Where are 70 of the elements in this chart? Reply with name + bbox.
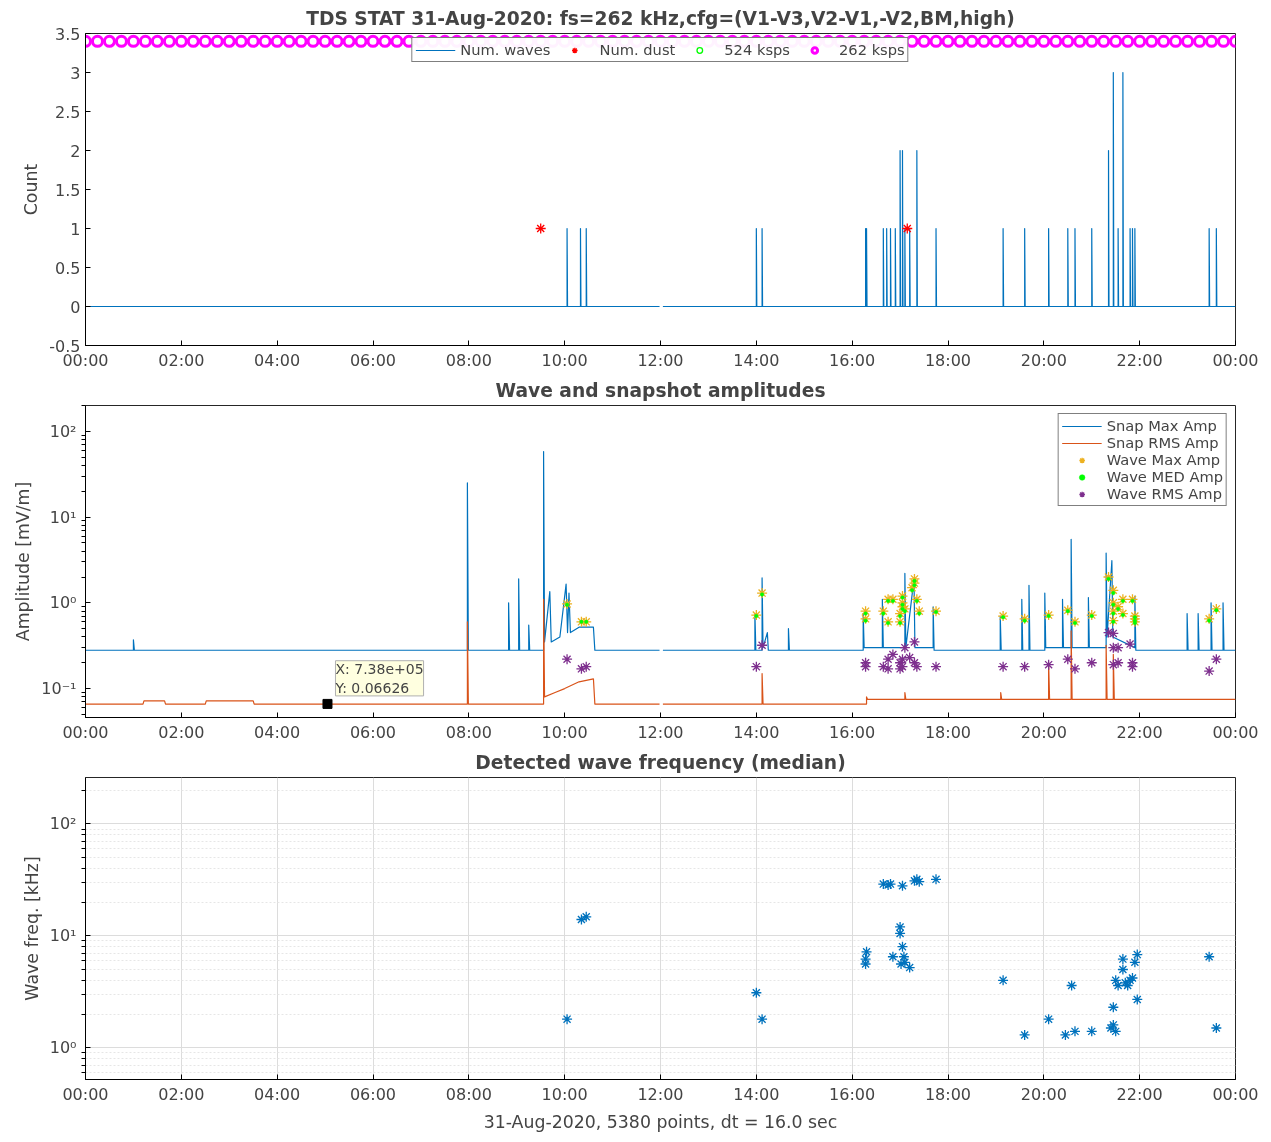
- x-tick-label: 16:00: [829, 350, 876, 370]
- x-tick-label: 10:00: [541, 1084, 588, 1104]
- x-tick-label: 14:00: [733, 722, 780, 742]
- x-tick-label: 22:00: [1116, 722, 1163, 742]
- x-tick-label: 08:00: [445, 1084, 492, 1104]
- x-tick-label: 00:00: [1212, 722, 1259, 742]
- y-tick-label: 10⁻¹: [41, 679, 77, 699]
- x-tick-label: 14:00: [733, 350, 780, 370]
- x-tick-label: 00:00: [62, 722, 109, 742]
- x-tick-label: 22:00: [1116, 350, 1163, 370]
- y-tick-label: 2: [70, 141, 81, 161]
- x-tick-label: 00:00: [1212, 1084, 1259, 1104]
- x-tick-label: 02:00: [158, 722, 205, 742]
- x-tick-label: 04:00: [254, 722, 301, 742]
- x-tick-label: 14:00: [733, 1084, 780, 1104]
- x-tick-label: 04:00: [254, 1084, 301, 1104]
- y-tick-label: 10¹: [49, 926, 77, 946]
- x-tick-label: 20:00: [1020, 722, 1067, 742]
- chart-title: Wave and snapshot amplitudes: [495, 379, 826, 401]
- x-tick-label: 12:00: [637, 722, 684, 742]
- x-tick-label: 08:00: [445, 722, 492, 742]
- y-tick-label: 1: [70, 219, 81, 239]
- x-tick-label: 18:00: [924, 722, 972, 742]
- x-tick-label: 06:00: [349, 722, 397, 742]
- x-tick-label: 06:00: [349, 350, 397, 370]
- legend-label: Num. waves: [460, 41, 551, 58]
- x-tick-label: 04:00: [254, 350, 301, 370]
- x-tick-label: 08:00: [445, 350, 492, 370]
- x-tick-label: 18:00: [924, 1084, 972, 1104]
- x-tick-label: 02:00: [158, 1084, 205, 1104]
- y-tick-label: 10²: [49, 814, 77, 834]
- legend-label: Num. dust: [599, 41, 676, 58]
- legend-label: Snap Max Amp: [1106, 417, 1217, 434]
- x-tick-label: 00:00: [1212, 350, 1259, 370]
- x-tick-label: 02:00: [158, 350, 205, 370]
- legend-label: Wave MED Amp: [1106, 468, 1223, 485]
- x-tick-label: 18:00: [924, 350, 972, 370]
- x-tick-label: 10:00: [541, 722, 588, 742]
- y-tick-label: 0.5: [55, 258, 81, 278]
- y-tick-label: 10⁰: [49, 593, 77, 613]
- x-tick-label: 20:00: [1020, 1084, 1067, 1104]
- y-tick-label: 10²: [49, 421, 77, 441]
- y-axis-title: Count: [21, 163, 42, 216]
- y-tick-label: 3.5: [55, 24, 81, 44]
- y-tick-label: 10⁰: [49, 1038, 77, 1058]
- x-tick-label: 00:00: [62, 1084, 109, 1104]
- x-tick-label: 20:00: [1020, 350, 1067, 370]
- chart-title: TDS STAT 31-Aug-2020: fs=262 kHz,cfg=(V1-V3,V2-V1,-V2,BM,high): [306, 7, 1015, 29]
- x-tick-label: 06:00: [349, 1084, 397, 1104]
- annotation: X: 7.38e+05 Y: 0.06626: [334, 660, 424, 696]
- x-tick-label: 22:00: [1116, 1084, 1163, 1104]
- x-tick-label: 12:00: [637, 350, 684, 370]
- y-tick-label: 10¹: [49, 507, 77, 527]
- y-tick-label: 1.5: [55, 180, 81, 200]
- x-tick-label: 16:00: [829, 722, 876, 742]
- y-axis-title: Amplitude [mV/m]: [13, 481, 34, 642]
- x-axis-title: 31-Aug-2020, 5380 points, dt = 16.0 sec: [483, 1111, 838, 1132]
- chart-title: Detected wave frequency (median): [475, 751, 846, 773]
- x-tick-label: 10:00: [541, 350, 588, 370]
- y-tick-label: 2.5: [55, 102, 81, 122]
- legend-label: Wave RMS Amp: [1106, 485, 1222, 502]
- x-tick-label: 12:00: [637, 1084, 684, 1104]
- legend-label: 262 ksps: [838, 41, 905, 58]
- y-tick-label: 0: [70, 297, 81, 317]
- legend-label: Snap RMS Amp: [1106, 434, 1219, 451]
- legend-label: Wave Max Amp: [1106, 451, 1221, 468]
- y-tick-label: 3: [70, 63, 81, 83]
- y-axis-title: Wave freq. [kHz]: [21, 856, 42, 1001]
- legend-label: 524 ksps: [724, 41, 790, 58]
- x-tick-label: 16:00: [829, 1084, 876, 1104]
